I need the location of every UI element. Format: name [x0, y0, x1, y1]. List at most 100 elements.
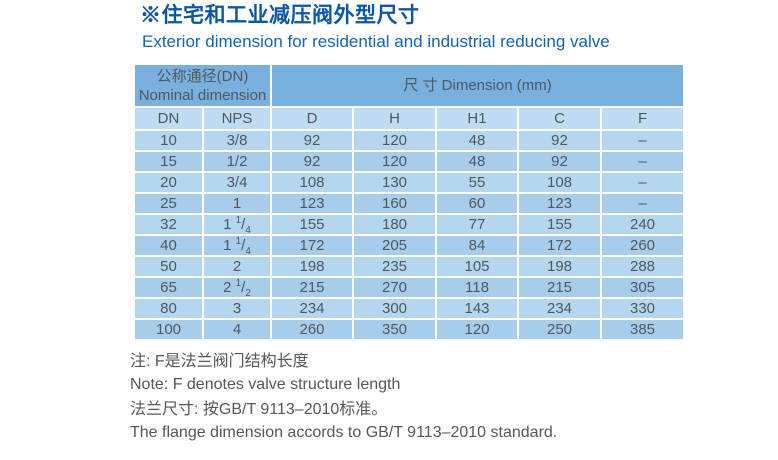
table-cell: 234 [517, 297, 602, 320]
table-row: 100 4 260 350 120 250 385 [133, 318, 686, 341]
group-header-dimension: 尺 寸 Dimension (mm) [269, 63, 686, 108]
table-cell: 25 [133, 192, 204, 215]
table-cell: – [599, 171, 686, 194]
dimension-table: 公称通径(DN) Nominal dimension 尺 寸 Dimension… [133, 63, 686, 341]
table-head: 公称通径(DN) Nominal dimension 尺 寸 Dimension… [133, 63, 686, 131]
table-cell: 180 [352, 213, 437, 236]
table-cell: 260 [270, 318, 354, 341]
table-cell: 84 [435, 234, 519, 257]
table-cell: 65 [133, 276, 204, 299]
table-cell: 130 [352, 171, 437, 194]
table-cell: 100 [133, 318, 204, 341]
table-cell: 32 [133, 213, 204, 236]
table-cell: – [599, 150, 686, 173]
table-cell: 10 [133, 129, 204, 152]
note-f-en: Note: F denotes valve structure length [130, 376, 401, 393]
table-body: 10 3/8 92 120 48 92–15 1/2 92 120 48 92–20 3/4 108 13… [133, 129, 686, 341]
page-title-en: Exterior dimension for residential and i… [142, 32, 610, 51]
table-row: 25 1 123 160 60 123– [133, 192, 686, 215]
content-block: ※住宅和工业减压阀外型尺寸 Exterior dimension for res… [130, 0, 690, 444]
table-cell: 120 [352, 150, 437, 173]
column-header-h: H [352, 106, 437, 131]
table-row: 15 1/2 92 120 48 92– [133, 150, 686, 173]
note-flange-zh: 法兰尺寸: 按GB/T 9113–2010标准。 [130, 401, 388, 418]
table-cell: 3 [202, 297, 272, 320]
table-cell: 143 [435, 297, 519, 320]
group-header-nominal: 公称通径(DN) Nominal dimension [133, 63, 272, 108]
note-f-zh: 注: F是法兰阀门结构长度 [130, 353, 309, 370]
table-cell: 155 [517, 213, 602, 236]
table-row: 50 2 198 235 105 198 288 [133, 255, 686, 278]
table-cell: 205 [352, 234, 437, 257]
table-row: 40 1 1/4 172 205 84 172 260 [133, 234, 686, 257]
table-cell: 120 [435, 318, 519, 341]
table-cell: 385 [599, 318, 686, 341]
table-cell: 120 [352, 129, 437, 152]
table-cell: 350 [352, 318, 437, 341]
table-cell: 172 [270, 234, 354, 257]
group-header-row: 公称通径(DN) Nominal dimension 尺 寸 Dimension… [133, 63, 686, 108]
table-cell: 50 [133, 255, 204, 278]
table-cell: 250 [517, 318, 602, 341]
table-cell: 105 [435, 255, 519, 278]
table-cell: 1/2 [202, 150, 272, 173]
table-cell: 108 [270, 171, 354, 194]
table-cell: 305 [599, 276, 686, 299]
column-header-nps: NPS [202, 106, 272, 131]
column-header-h1: H1 [435, 106, 519, 131]
table-cell: 92 [517, 150, 602, 173]
column-header-d: D [270, 106, 354, 131]
table-cell: 330 [599, 297, 686, 320]
table-row: 10 3/8 92 120 48 92– [133, 129, 686, 152]
column-header-dn: DN [133, 106, 204, 131]
table-row: 65 2 1/2 215 270 118 215 305 [133, 276, 686, 299]
table-cell: 288 [599, 255, 686, 278]
table-cell: 3/4 [202, 171, 272, 194]
table-cell: 80 [133, 297, 204, 320]
table-cell: 2 1/2 [202, 276, 272, 299]
table-cell: 108 [517, 171, 602, 194]
table-row: 80 3 234 300 143 234 330 [133, 297, 686, 320]
table-cell: 160 [352, 192, 437, 215]
table-cell: 235 [352, 255, 437, 278]
table-cell: 172 [517, 234, 602, 257]
table-cell: 234 [270, 297, 354, 320]
table-cell: 2 [202, 255, 272, 278]
table-cell: 4 [202, 318, 272, 341]
table-cell: 92 [270, 129, 354, 152]
note-flange-en: The flange dimension accords to GB/T 911… [130, 424, 558, 441]
table-cell: 48 [435, 129, 519, 152]
group-header-nominal-en: Nominal dimension [138, 86, 267, 104]
table-cell: 300 [352, 297, 437, 320]
table-cell: 15 [133, 150, 204, 173]
table-cell: 3/8 [202, 129, 272, 152]
table-cell: 92 [517, 129, 602, 152]
table-cell: 1 1/4 [202, 213, 272, 236]
table-cell: 123 [270, 192, 354, 215]
group-header-nominal-zh: 公称通径(DN) [156, 67, 249, 85]
table-cell: 123 [517, 192, 602, 215]
column-header-f: F [599, 106, 686, 131]
table-cell: – [599, 129, 686, 152]
notes-block: 注: F是法兰阀门结构长度 Note: F denotes valve stru… [130, 350, 690, 444]
table-cell: – [599, 192, 686, 215]
table-cell: 1 [202, 192, 272, 215]
table-row: 20 3/4 108 130 55 108– [133, 171, 686, 194]
table-cell: 270 [352, 276, 437, 299]
table-cell: 20 [133, 171, 204, 194]
table-cell: 77 [435, 213, 519, 236]
table-cell: 240 [599, 213, 686, 236]
table-cell: 118 [435, 276, 519, 299]
page-title-zh: ※住宅和工业减压阀外型尺寸 [140, 4, 420, 27]
column-header-c: C [517, 106, 602, 131]
table-cell: 60 [435, 192, 519, 215]
table-cell: 92 [270, 150, 354, 173]
table-row: 32 1 1/4 155 180 77 155 240 [133, 213, 686, 236]
table-cell: 40 [133, 234, 204, 257]
table-cell: 1 1/4 [202, 234, 272, 257]
table-cell: 215 [517, 276, 602, 299]
table-cell: 198 [517, 255, 602, 278]
column-header-row: DN NPS D H H1 C F [133, 106, 686, 131]
table-cell: 215 [270, 276, 354, 299]
